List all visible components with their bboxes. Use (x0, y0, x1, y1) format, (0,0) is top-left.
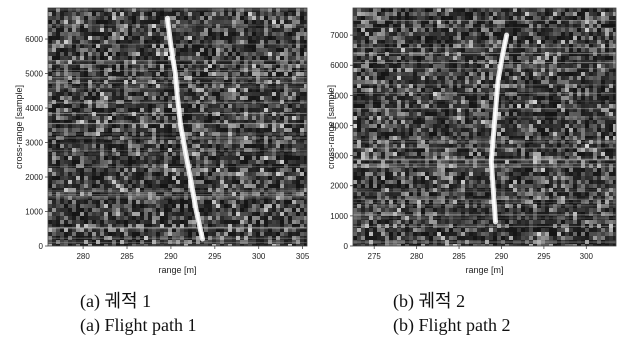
plot-area-b (353, 8, 616, 246)
y-tick-label: 7000 (330, 31, 348, 40)
x-tick-label: 290 (495, 252, 509, 261)
y-tick-label: 3000 (330, 152, 348, 161)
plot-frame-a (47, 7, 308, 247)
y-tick-label: 4000 (330, 121, 348, 130)
x-tick-label: 280 (410, 252, 424, 261)
y-tick-label: 6000 (330, 61, 348, 70)
target-trace-core-b (490, 34, 508, 222)
y-tick-label: 3000 (25, 139, 43, 148)
x-tick-label: 300 (252, 252, 266, 261)
y-axis-label: cross-range [sample] (14, 85, 24, 169)
x-tick-label: 285 (120, 252, 134, 261)
y-tick-label: 2000 (330, 182, 348, 191)
y-tick-label: 2000 (25, 173, 43, 182)
y-axis-label: cross-range [sample] (326, 85, 336, 169)
x-tick-label: 300 (580, 252, 594, 261)
y-tick-label: 0 (344, 242, 349, 251)
x-axis-label: range [m] (465, 265, 503, 275)
x-tick-label: 295 (208, 252, 222, 261)
caption-a-korean: (a) 궤적 1 (80, 291, 152, 311)
speckle-texture-a (48, 8, 307, 246)
x-tick-label: 290 (164, 252, 178, 261)
horizontal-streaks-a (48, 8, 307, 244)
x-tick-label: 285 (452, 252, 466, 261)
x-axis-label: range [m] (158, 265, 196, 275)
figure-panel-a: 280 285 290 295 300 305 0 1000 2000 3000 4000 5000 6… (0, 0, 312, 280)
y-tick-label: 6000 (25, 35, 43, 44)
horizontal-streaks-b (353, 19, 616, 243)
caption-b-korean: (b) 궤적 2 (393, 291, 466, 311)
x-tick-label: 280 (76, 252, 90, 261)
target-trace-core-a (166, 18, 204, 240)
y-tick-label: 4000 (25, 104, 43, 113)
plot-frame-b (352, 7, 617, 247)
caption-a-english: (a) Flight path 1 (80, 315, 197, 335)
y-tick-label: 0 (39, 242, 44, 251)
y-tick-label: 1000 (330, 212, 348, 221)
caption-b-english: (b) Flight path 2 (393, 315, 511, 335)
x-tick-label: 305 (296, 252, 310, 261)
y-tick-label: 1000 (25, 208, 43, 217)
y-tick-label: 5000 (330, 91, 348, 100)
x-tick-label: 295 (537, 252, 551, 261)
y-tick-label: 5000 (25, 70, 43, 79)
plot-area-a (48, 8, 307, 246)
x-tick-label: 275 (368, 252, 382, 261)
speckle-texture-b (353, 8, 616, 246)
sar-image-chart-b: 275 280 285 290 295 3000100020003000400050006… (326, 7, 617, 275)
figure-panel-b: 275 280 285 290 295 300 0 1000 2000 3000 4000 5000 6… (312, 0, 624, 280)
sar-image-chart-a: 280 285 290 295 300 305 0 1000 2000 3000 4000 5000 6… (14, 7, 310, 275)
